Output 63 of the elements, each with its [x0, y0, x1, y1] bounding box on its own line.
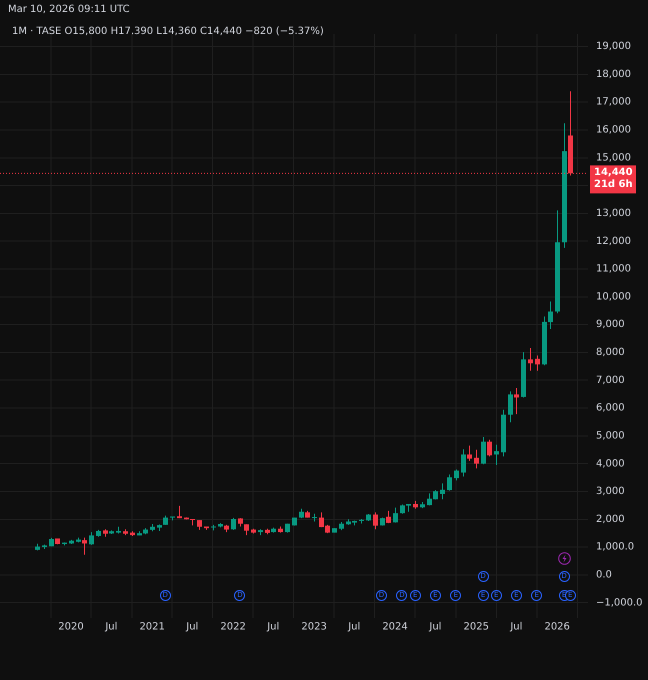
y-tick-label: 3,000: [596, 486, 625, 498]
candlestick: [197, 520, 202, 530]
y-tick-label: 6,000: [596, 402, 625, 414]
y-tick-label: 8,000: [596, 347, 625, 358]
y-tick-label: 13,000: [596, 208, 631, 219]
y-tick-label: 0.0: [596, 569, 612, 580]
candlestick: [447, 474, 452, 492]
x-tick-label: Jul: [428, 622, 442, 633]
candlestick: [400, 504, 405, 514]
y-tick-label: 2,000: [596, 514, 625, 525]
chart-title: 1M · TASE O15,800 H17,390 L14,360 C14,440 −820 (−5.37%): [12, 26, 324, 37]
candlestick: [454, 468, 459, 481]
y-tick-label: 7,000: [596, 374, 625, 386]
candlestick: [474, 449, 479, 469]
candlestick: [528, 347, 533, 372]
y-tick-label: 10,000: [596, 291, 631, 302]
candlestick: [440, 482, 445, 500]
y-tick-label: 1,000.0: [596, 542, 634, 553]
x-tick-label: 2024: [382, 622, 408, 633]
y-tick-label: 9,000: [596, 319, 625, 330]
candlestick: [386, 510, 391, 524]
y-tick-label: 18,000: [596, 68, 631, 80]
candlestick: [487, 439, 492, 457]
x-tick-label: Jul: [509, 622, 522, 633]
y-tick-label: 11,000: [596, 264, 631, 275]
y-tick-label: 15,000: [596, 152, 631, 164]
candlestick: [231, 517, 236, 530]
y-tick-label: 5,000: [596, 430, 625, 442]
x-tick-label: Jul: [266, 622, 280, 633]
x-tick-label: 2025: [463, 622, 489, 633]
candlestick: [494, 444, 499, 466]
candlestick: [535, 354, 540, 372]
candlestick: [393, 507, 398, 524]
y-tick-label: 4,000: [596, 458, 625, 470]
x-tick-label: 2020: [58, 622, 84, 633]
y-tick-label: 12,000: [596, 236, 631, 247]
x-tick-label: 2021: [139, 622, 165, 633]
candlestick: [163, 515, 168, 526]
chart-subtitle: Mar 10, 2026 09:11 UTC: [8, 4, 130, 15]
candlestick: [508, 390, 513, 423]
candlestick: [548, 301, 553, 330]
candlestick: [89, 532, 94, 546]
x-tick-label: Jul: [185, 622, 198, 633]
x-tick-label: 2022: [220, 622, 246, 633]
candlestick: [514, 388, 519, 415]
candlestick: [373, 512, 378, 530]
x-tick-label: 2023: [301, 622, 327, 633]
candlestick: [467, 445, 472, 462]
x-tick-label: Jul: [347, 622, 360, 633]
candlestick: [461, 448, 466, 477]
candlestick: [481, 436, 486, 465]
candlestick: [312, 513, 317, 522]
x-tick-label: Jul: [104, 622, 118, 633]
candlestick: [82, 537, 87, 556]
y-tick-label: 19,000: [596, 41, 631, 52]
x-tick-label: 2026: [544, 622, 570, 633]
ref-line-label: 14,440: [594, 166, 633, 178]
y-tick-label: −1,000.0: [596, 597, 643, 608]
y-tick-label: 17,000: [596, 96, 631, 108]
y-tick-label: 16,000: [596, 124, 631, 136]
text: 21d 6h: [594, 178, 633, 190]
candlestick: [299, 508, 304, 519]
candlestick: [177, 505, 182, 519]
